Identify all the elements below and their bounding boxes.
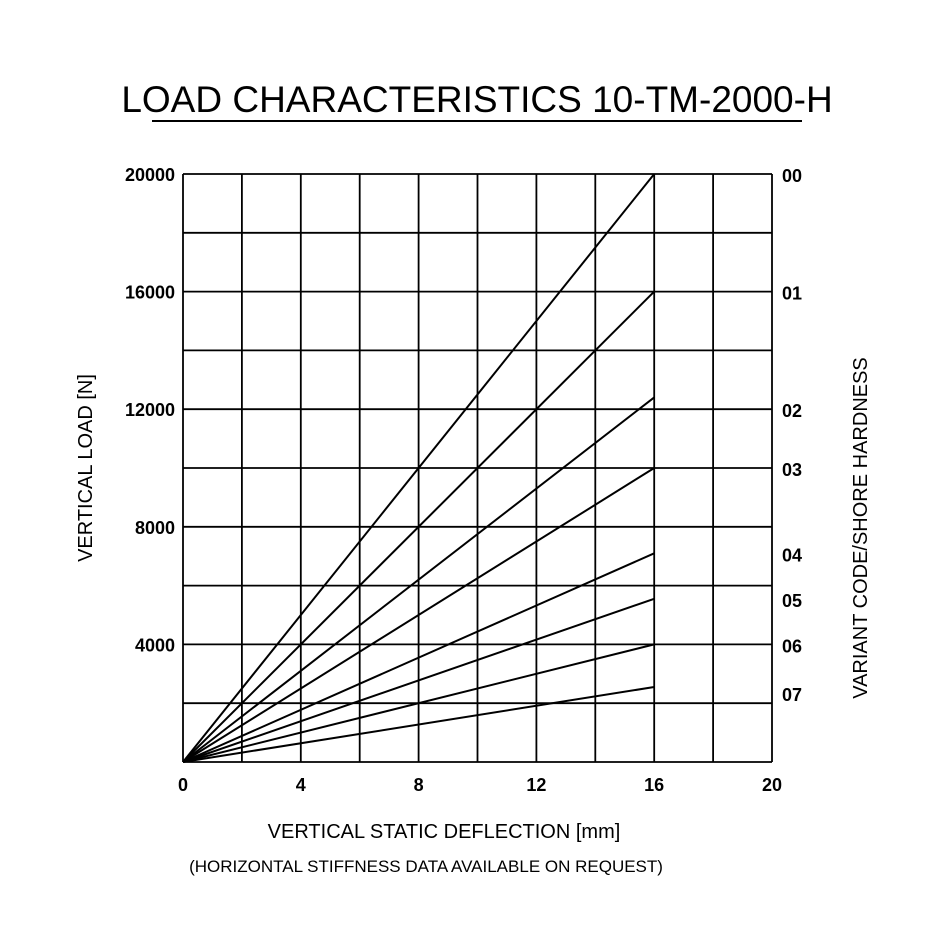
series-lines: [182, 173, 655, 763]
x-tick-label: 12: [526, 775, 546, 795]
variant-code-label: 04: [782, 545, 802, 565]
series-line-06: [182, 643, 655, 763]
series-line-01: [182, 290, 655, 763]
x-axis-ticks: 0 4 8 12 16 20: [178, 775, 782, 795]
y-axis-label: VERTICAL LOAD [N]: [75, 374, 97, 562]
series-line-03: [182, 467, 655, 763]
y2-axis-label: VARIANT CODE/SHORE HARDNESS: [850, 357, 872, 699]
variant-code-label: 06: [782, 636, 802, 656]
x-tick-label: 16: [644, 775, 664, 795]
series-line-04: [182, 552, 655, 763]
variant-code-label: 03: [782, 460, 802, 480]
variant-code-label: 01: [782, 284, 802, 304]
x-tick-label: 4: [296, 775, 306, 795]
x-tick-label: 0: [178, 775, 188, 795]
x-tick-label: 8: [414, 775, 424, 795]
variant-code-label: 02: [782, 401, 802, 421]
variant-code-label: 05: [782, 591, 802, 611]
y-tick-label: 8000: [135, 518, 175, 538]
variant-code-label: 00: [782, 166, 802, 186]
series-line-02: [182, 396, 655, 763]
x-axis-label: VERTICAL STATIC DEFLECTION [mm]: [268, 821, 621, 843]
series-line-00: [182, 173, 655, 763]
footnote: (HORIZONTAL STIFFNESS DATA AVAILABLE ON …: [189, 857, 663, 876]
variant-code-labels: 00 01 02 03 04 05 06 07: [782, 166, 802, 705]
y-tick-label: 16000: [125, 283, 175, 303]
series-line-07: [182, 686, 655, 763]
y-tick-label: 20000: [125, 165, 175, 185]
y-axis-ticks: 4000 8000 12000 16000 20000: [125, 165, 175, 655]
chart-title: LOAD CHARACTERISTICS 10-TM-2000-H: [121, 79, 832, 120]
y-tick-label: 4000: [135, 635, 175, 655]
variant-code-label: 07: [782, 685, 802, 705]
y-tick-label: 12000: [125, 400, 175, 420]
x-tick-label: 20: [762, 775, 782, 795]
series-line-05: [182, 597, 655, 763]
